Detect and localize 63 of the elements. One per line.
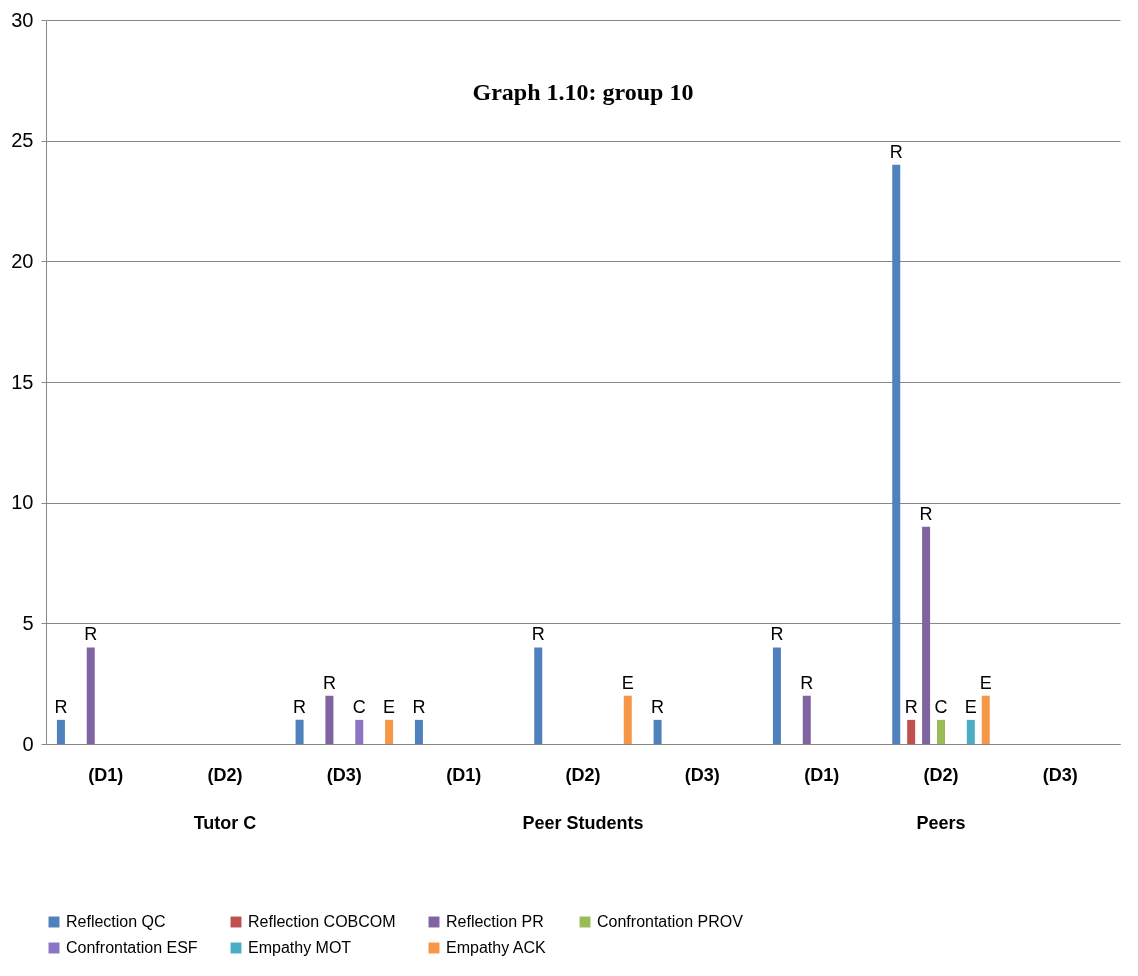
bar xyxy=(922,526,931,744)
x-tick-label: (D3) xyxy=(684,764,720,785)
data-label: E xyxy=(979,672,992,693)
legend-label: Empathy MOT xyxy=(248,939,352,956)
data-label: R xyxy=(651,696,665,717)
y-tick-label: 10 xyxy=(11,491,34,514)
bar xyxy=(414,719,423,744)
bar xyxy=(86,647,95,744)
bar xyxy=(534,647,543,744)
data-label: R xyxy=(322,672,336,693)
legend-label: Empathy ACK xyxy=(446,939,546,956)
data-label: R xyxy=(889,141,903,162)
bar xyxy=(623,695,632,744)
bar xyxy=(981,695,990,744)
bar xyxy=(937,719,945,744)
y-tick-label: 15 xyxy=(11,370,34,393)
bar xyxy=(355,719,364,744)
bar xyxy=(907,719,916,744)
data-label: R xyxy=(800,672,814,693)
y-tick-label: 30 xyxy=(11,8,34,31)
legend-label: Reflection QC xyxy=(66,913,166,930)
data-label: R xyxy=(770,624,784,645)
x-tick-label: (D3) xyxy=(1042,764,1078,785)
legend-label: Reflection COBCOM xyxy=(248,913,396,930)
data-label: E xyxy=(621,672,634,693)
data-label: R xyxy=(919,503,933,524)
data-label: R xyxy=(293,696,307,717)
text: Peers xyxy=(916,813,966,833)
text: Graph 1.10: group 10 xyxy=(472,79,694,105)
data-label: E xyxy=(383,696,396,717)
data-label: R xyxy=(84,624,98,645)
text: Peer Students xyxy=(522,813,644,833)
legend-label: Confrontation ESF xyxy=(66,939,198,956)
bar xyxy=(892,164,901,744)
bar xyxy=(385,719,394,744)
bar xyxy=(772,647,781,744)
data-label: C xyxy=(934,696,948,717)
bar xyxy=(802,695,811,744)
x-tick-label: (D2) xyxy=(565,764,601,785)
y-tick-label: 5 xyxy=(22,611,34,634)
y-tick-label: 20 xyxy=(11,249,34,272)
y-tick-label: 0 xyxy=(22,732,34,755)
data-label: R xyxy=(904,696,918,717)
data-label: E xyxy=(964,696,977,717)
data-label: R xyxy=(54,696,68,717)
x-tick-label: (D2) xyxy=(207,764,243,785)
bar xyxy=(325,695,334,744)
data-label: C xyxy=(352,696,366,717)
bar xyxy=(653,719,662,744)
bar xyxy=(56,719,65,744)
legend-label: Reflection PR xyxy=(446,913,544,930)
x-tick-label: (D1) xyxy=(88,764,124,785)
bar xyxy=(966,719,975,744)
data-label: R xyxy=(531,624,545,645)
x-tick-label: (D3) xyxy=(326,764,362,785)
x-tick-label: (D1) xyxy=(446,764,482,785)
x-tick-label: (D1) xyxy=(804,764,840,785)
y-tick-label: 25 xyxy=(11,129,34,152)
x-tick-label: (D2) xyxy=(923,764,959,785)
text: Tutor C xyxy=(193,813,257,833)
bar xyxy=(295,719,304,744)
legend-label: Confrontation PROV xyxy=(597,913,744,930)
data-label: R xyxy=(412,696,426,717)
